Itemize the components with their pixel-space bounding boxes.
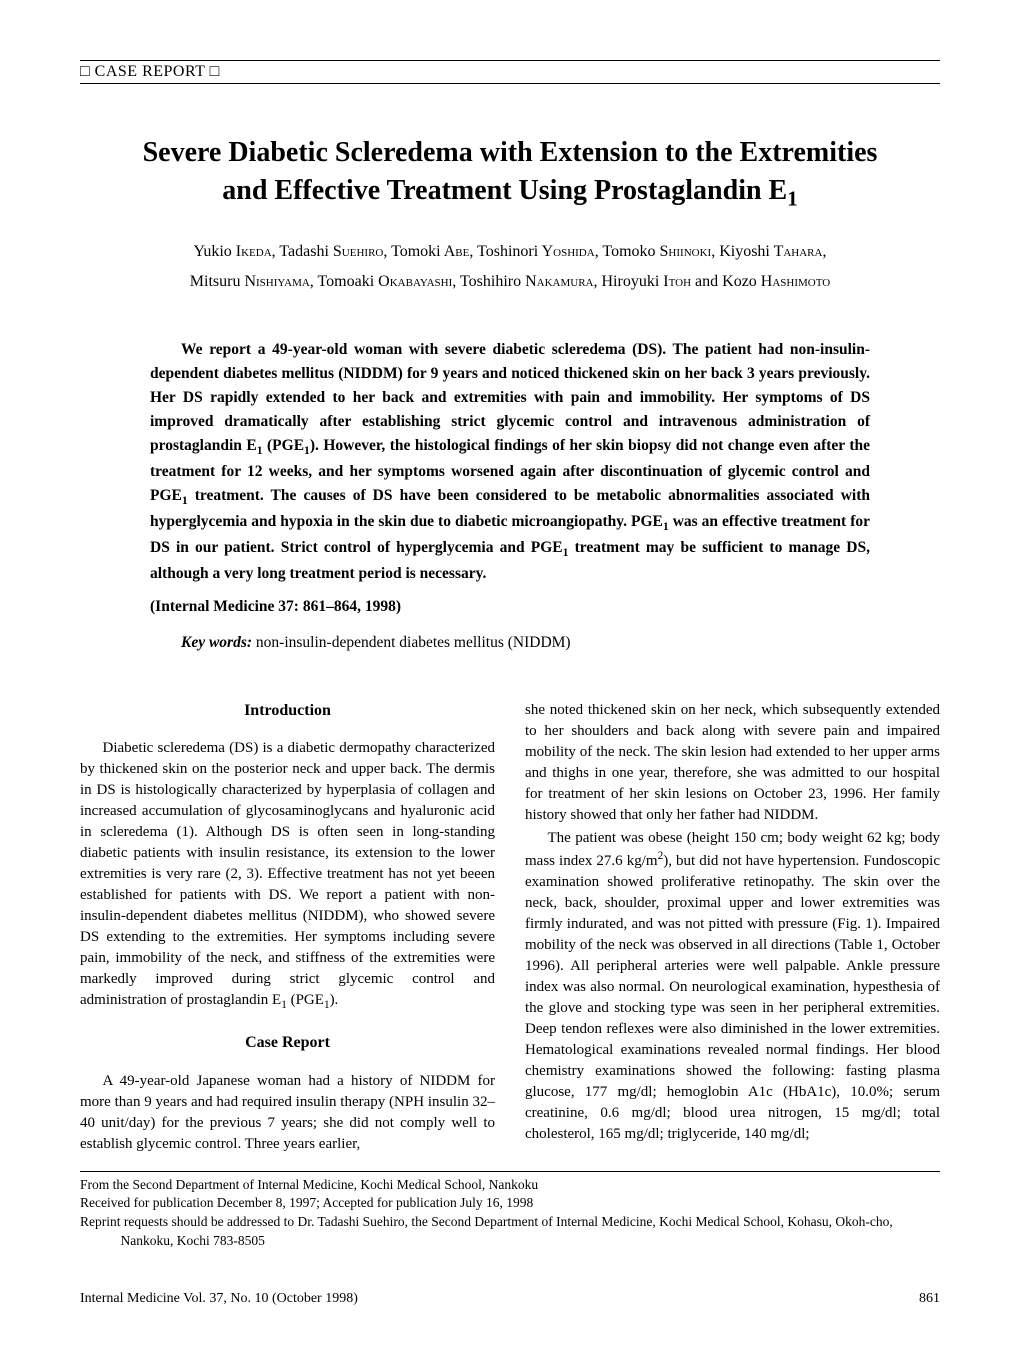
title-line-1: Severe Diabetic Scleredema with Extensio… — [143, 137, 878, 168]
case-paragraph-2: The patient was obese (height 150 cm; bo… — [525, 828, 940, 1145]
keywords-label: Key words: — [181, 634, 252, 651]
citation: (Internal Medicine 37: 861–864, 1998) — [150, 598, 870, 616]
authors-block: Yukio Ikeda, Tadashi Suehiro, Tomoki Abe… — [110, 237, 910, 298]
footnote-dates: Received for publication December 8, 199… — [80, 1194, 940, 1213]
footer-journal: Internal Medicine Vol. 37, No. 10 (Octob… — [80, 1291, 358, 1307]
case-report-label: □ CASE REPORT □ — [80, 60, 940, 84]
case-report-heading: Case Report — [80, 1032, 495, 1054]
footnotes: From the Second Department of Internal M… — [80, 1171, 940, 1252]
column-right: she noted thickened skin on her neck, wh… — [525, 700, 940, 1157]
case-paragraph-1: A 49-year-old Japanese woman had a histo… — [80, 1071, 495, 1155]
intro-text-b: (PGE — [287, 992, 324, 1008]
intro-paragraph: Diabetic scleredema (DS) is a diabetic d… — [80, 738, 495, 1014]
footer-page-number: 861 — [919, 1291, 940, 1307]
abstract: We report a 49-year-old woman with sever… — [150, 338, 870, 587]
authors-line-2: Mitsuru Nishiyama, Tomoaki Okabayashi, T… — [190, 273, 830, 290]
page-footer: Internal Medicine Vol. 37, No. 10 (Octob… — [80, 1291, 940, 1307]
abstract-part-b: (PGE — [263, 437, 305, 454]
column-left: Introduction Diabetic scleredema (DS) is… — [80, 700, 495, 1157]
title-subscript: 1 — [787, 186, 798, 210]
article-title: Severe Diabetic Scleredema with Extensio… — [120, 134, 900, 213]
introduction-heading: Introduction — [80, 700, 495, 722]
case-paragraph-1-cont: she noted thickened skin on her neck, wh… — [525, 700, 940, 826]
footnote-affiliation: From the Second Department of Internal M… — [80, 1176, 940, 1195]
title-line-2: and Effective Treatment Using Prostaglan… — [222, 175, 787, 206]
keywords-text: non-insulin-dependent diabetes mellitus … — [252, 634, 571, 651]
case-p2-b: ), but did not have hypertension. Fundos… — [525, 853, 940, 1142]
footnote-reprint: Reprint requests should be addressed to … — [80, 1213, 940, 1251]
intro-text-a: Diabetic scleredema (DS) is a diabetic d… — [80, 740, 495, 1008]
keywords: Key words: non-insulin-dependent diabete… — [150, 634, 870, 652]
body-columns: Introduction Diabetic scleredema (DS) is… — [80, 700, 940, 1157]
authors-line-1: Yukio Ikeda, Tadashi Suehiro, Tomoki Abe… — [194, 243, 827, 260]
intro-text-c: ). — [330, 992, 339, 1008]
